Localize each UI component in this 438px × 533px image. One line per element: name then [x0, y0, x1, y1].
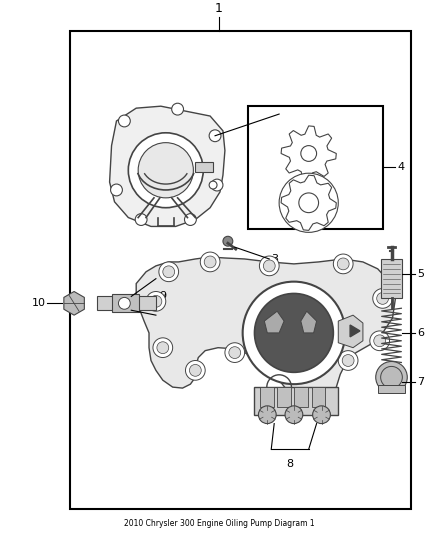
- Circle shape: [146, 292, 166, 311]
- Circle shape: [150, 295, 162, 307]
- Circle shape: [285, 406, 303, 424]
- Text: 10: 10: [32, 298, 46, 308]
- Bar: [378, 385, 405, 393]
- Circle shape: [229, 346, 241, 359]
- Text: 2: 2: [281, 108, 288, 118]
- Circle shape: [128, 133, 203, 208]
- Circle shape: [200, 252, 220, 272]
- Circle shape: [163, 266, 175, 278]
- Polygon shape: [281, 126, 336, 181]
- Text: 3: 3: [271, 254, 278, 264]
- Bar: [70, 31, 411, 510]
- Text: 9: 9: [159, 292, 166, 302]
- Circle shape: [259, 256, 279, 276]
- Polygon shape: [110, 106, 225, 227]
- Circle shape: [263, 260, 275, 272]
- Circle shape: [135, 214, 147, 225]
- Circle shape: [337, 258, 349, 270]
- Polygon shape: [136, 257, 396, 402]
- Bar: [261, 387, 274, 407]
- Circle shape: [118, 297, 130, 309]
- Circle shape: [279, 173, 338, 232]
- Polygon shape: [350, 325, 360, 337]
- Polygon shape: [301, 311, 317, 333]
- Circle shape: [184, 214, 196, 225]
- Text: 7: 7: [417, 377, 424, 387]
- Circle shape: [157, 342, 169, 353]
- Bar: [247, 106, 383, 229]
- Circle shape: [373, 288, 392, 308]
- Text: 1: 1: [215, 2, 223, 14]
- Circle shape: [223, 236, 233, 246]
- Polygon shape: [265, 311, 284, 333]
- Bar: [381, 259, 403, 298]
- Circle shape: [159, 262, 179, 281]
- Circle shape: [376, 361, 407, 393]
- Circle shape: [209, 181, 217, 189]
- Text: 4: 4: [397, 162, 405, 172]
- Circle shape: [377, 293, 389, 304]
- Circle shape: [258, 406, 276, 424]
- Text: 5: 5: [417, 269, 424, 279]
- Circle shape: [204, 256, 216, 268]
- Polygon shape: [338, 315, 363, 348]
- Circle shape: [333, 254, 353, 274]
- Circle shape: [299, 193, 318, 213]
- Circle shape: [301, 146, 317, 161]
- Circle shape: [211, 179, 223, 191]
- Bar: [277, 387, 291, 407]
- Bar: [112, 294, 139, 312]
- Circle shape: [342, 354, 354, 366]
- Bar: [195, 163, 213, 172]
- Circle shape: [225, 343, 245, 362]
- Circle shape: [209, 130, 221, 142]
- Circle shape: [243, 281, 345, 384]
- Polygon shape: [64, 292, 85, 315]
- Circle shape: [313, 406, 330, 424]
- Text: 2010 Chrysler 300 Engine Oiling Pump Diagram 1: 2010 Chrysler 300 Engine Oiling Pump Dia…: [124, 519, 314, 528]
- Bar: [294, 387, 308, 407]
- Circle shape: [118, 115, 130, 127]
- Circle shape: [138, 143, 193, 198]
- Bar: [254, 387, 338, 415]
- Circle shape: [338, 351, 358, 370]
- Circle shape: [172, 103, 184, 115]
- Circle shape: [374, 335, 385, 346]
- Circle shape: [370, 331, 389, 351]
- Circle shape: [185, 360, 205, 380]
- Circle shape: [381, 366, 403, 388]
- Circle shape: [110, 184, 122, 196]
- Polygon shape: [281, 175, 336, 230]
- Circle shape: [153, 338, 173, 358]
- Circle shape: [254, 294, 333, 373]
- Text: 8: 8: [286, 459, 293, 469]
- Bar: [97, 296, 156, 310]
- Text: 6: 6: [417, 328, 424, 338]
- Bar: [312, 387, 325, 407]
- Circle shape: [189, 365, 201, 376]
